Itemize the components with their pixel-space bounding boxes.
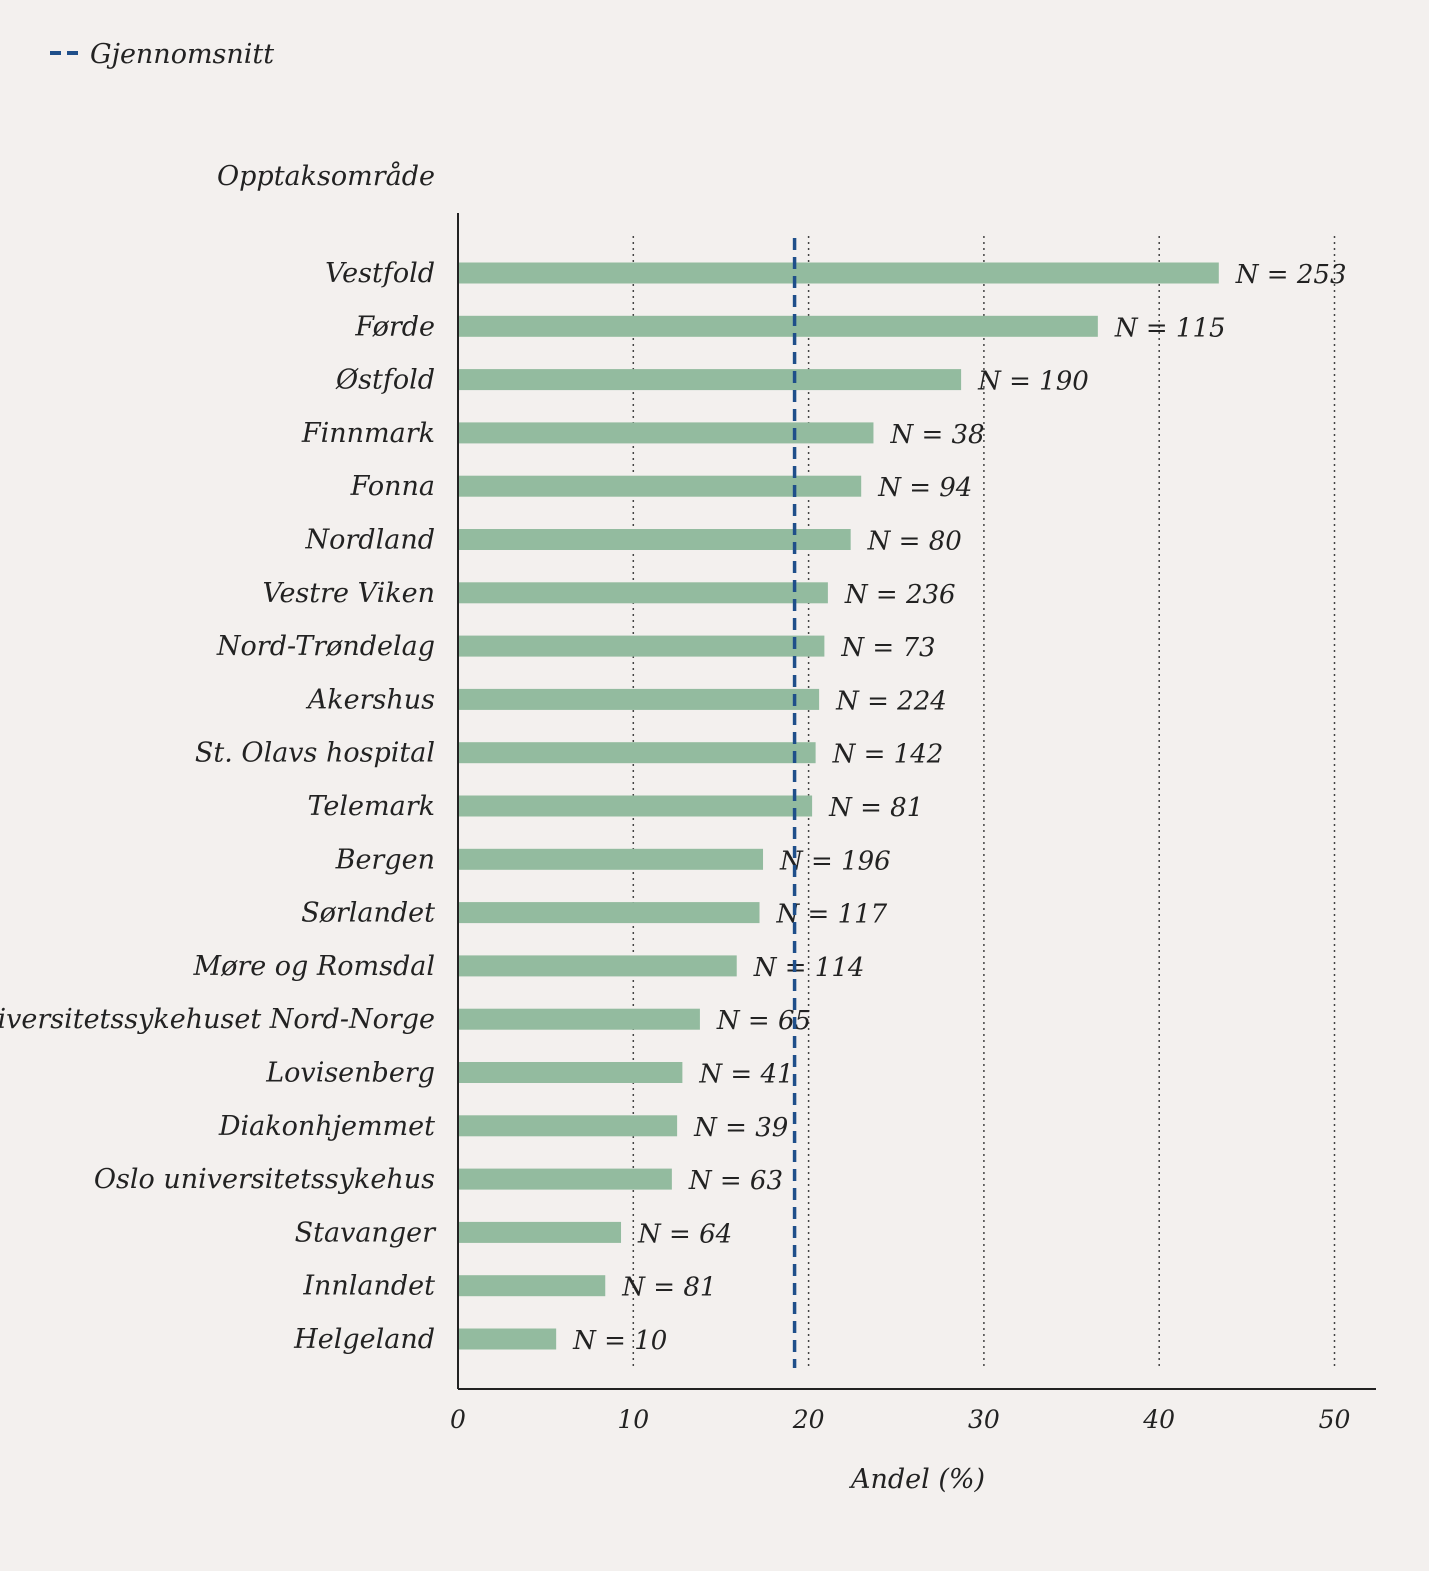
category-label-13: Møre og Romsdal [192,951,435,982]
category-label-17: Oslo universitetssykehus [94,1164,435,1195]
category-label-16: Diakonhjemmet [218,1111,435,1142]
axes [457,213,1376,1390]
data-label-7: N = 73 [840,633,935,663]
x-tick-label-40: 40 [1142,1405,1175,1434]
data-label-12: N = 117 [776,900,888,930]
category-label-15: Lovisenberg [265,1058,435,1089]
category-label-3: Finnmark [301,418,435,449]
category-label-6: Vestre Viken [262,578,435,609]
category-label-1: Førde [354,311,435,342]
x-tick-label-0: 0 [450,1405,466,1434]
data-label-1: N = 115 [1114,313,1226,343]
category-label-12: Sørlandet [301,898,435,929]
category-label-5: Nordland [305,525,435,556]
legend: Gjennomsnitt [50,39,274,70]
data-label-20: N = 10 [572,1326,667,1356]
category-label-14: Universitetssykehuset Nord-Norge [0,1004,435,1035]
category-label-7: Nord-Trøndelag [216,631,435,662]
x-tick-label-30: 30 [968,1405,1000,1434]
data-label-3: N = 38 [889,420,984,450]
data-label-19: N = 81 [621,1273,716,1303]
category-labels: Vestfold Førde Østfold Finnmark Fonna Nordlan… [0,258,437,1355]
data-label-8: N = 224 [835,686,947,716]
category-label-20: Helgeland [293,1324,435,1355]
data-label-4: N = 94 [877,473,972,503]
y-axis-title: Opptaksområde [217,160,435,192]
category-label-2: Østfold [335,365,435,396]
category-label-19: Innlandet [302,1271,435,1302]
category-label-0: Vestfold [325,258,435,289]
bar-15 [458,1062,683,1083]
bar-3 [458,422,874,444]
x-axis-title: Andel (%) [848,1464,985,1495]
bar-10 [458,795,813,817]
data-label-17: N = 63 [688,1166,783,1196]
bar-2 [458,369,962,391]
bar-13 [458,955,737,977]
category-label-9: St. Olavs hospital [195,738,435,769]
data-label-18: N = 64 [637,1219,732,1249]
bar-18 [458,1221,622,1243]
bar-20 [458,1328,557,1350]
data-label-16: N = 39 [693,1113,788,1143]
bar-12 [458,902,760,924]
bar-14 [458,1008,700,1030]
data-label-13: N = 114 [753,953,865,983]
x-tick-label-10: 10 [617,1405,649,1434]
bar-6 [458,582,828,604]
category-label-8: Akershus [305,684,435,715]
category-label-11: Bergen [335,844,435,875]
bars [458,262,1219,1350]
category-label-18: Stavanger [295,1217,437,1248]
x-tick-labels: 0 10 20 30 40 50 [450,1405,1350,1434]
category-label-10: Telemark [308,791,435,822]
x-tick-label-50: 50 [1319,1405,1351,1434]
bar-0 [458,262,1219,284]
bar-8 [458,688,820,710]
x-tick-label-20: 20 [792,1405,825,1434]
bar-16 [458,1115,678,1137]
bar-17 [458,1168,672,1190]
data-label-2: N = 190 [977,367,1089,397]
data-label-6: N = 236 [844,580,956,610]
data-label-0: N = 253 [1235,260,1347,290]
data-label-5: N = 80 [867,527,962,557]
category-label-4: Fonna [350,471,435,502]
data-label-9: N = 142 [832,740,944,770]
bar-5 [458,529,851,550]
data-label-10: N = 81 [828,793,923,823]
data-label-14: N = 65 [716,1006,811,1036]
data-label-11: N = 196 [779,846,891,876]
bar-19 [458,1275,606,1297]
bar-9 [458,742,816,764]
bar-4 [458,475,862,497]
bar-1 [458,315,1098,337]
data-label-15: N = 41 [698,1060,793,1090]
legend-average-label: Gjennomsnitt [90,39,274,70]
bar-7 [458,635,825,657]
bar-11 [458,848,764,870]
